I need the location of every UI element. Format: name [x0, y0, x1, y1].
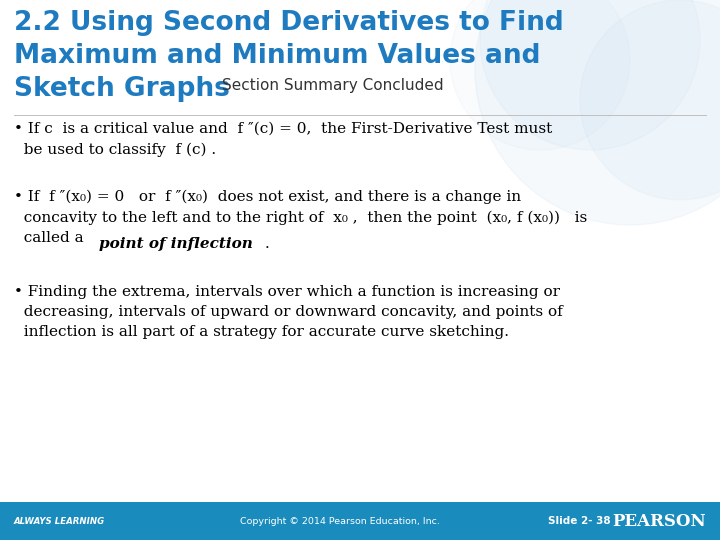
Circle shape — [480, 0, 700, 150]
Circle shape — [580, 0, 720, 200]
Text: point of inflection: point of inflection — [99, 238, 253, 251]
Circle shape — [450, 0, 630, 150]
Text: Copyright © 2014 Pearson Education, Inc.: Copyright © 2014 Pearson Education, Inc. — [240, 516, 440, 525]
Text: .: . — [265, 238, 270, 251]
Text: Slide 2- 38: Slide 2- 38 — [548, 516, 611, 526]
Circle shape — [475, 0, 720, 225]
Text: • If  f ″(x₀) = 0   or  f ″(x₀)  does not exist, and there is a change in
  conc: • If f ″(x₀) = 0 or f ″(x₀) does not exi… — [14, 190, 588, 245]
Text: • Finding the extrema, intervals over which a function is increasing or
  decrea: • Finding the extrema, intervals over wh… — [14, 285, 563, 339]
Text: 2.2 Using Second Derivatives to Find: 2.2 Using Second Derivatives to Find — [14, 10, 564, 36]
Text: ALWAYS LEARNING: ALWAYS LEARNING — [14, 516, 105, 525]
Text: Sketch Graphs: Sketch Graphs — [14, 76, 230, 102]
Text: • If c  is a critical value and  f ″(c) = 0,  the First-Derivative Test must
  b: • If c is a critical value and f ″(c) = … — [14, 122, 552, 157]
Bar — [0, 502, 720, 540]
Text: PEARSON: PEARSON — [613, 512, 706, 530]
Text: Maximum and Minimum Values and: Maximum and Minimum Values and — [14, 43, 541, 69]
Text: Section Summary Concluded: Section Summary Concluded — [222, 78, 444, 93]
